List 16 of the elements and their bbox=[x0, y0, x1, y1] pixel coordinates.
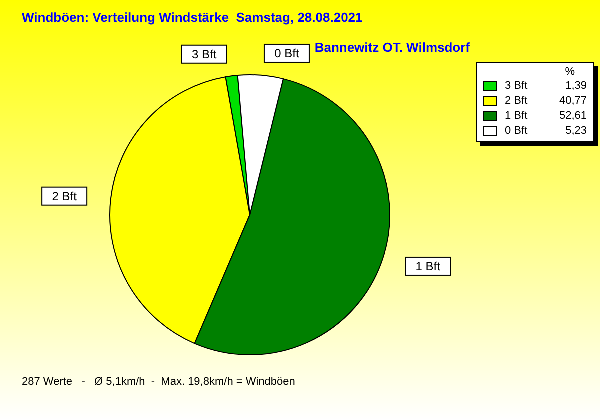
slice-label: 2 Bft bbox=[52, 189, 78, 204]
data-label: 5,23 bbox=[564, 124, 587, 136]
legend-label: 1 Bft bbox=[505, 110, 529, 122]
data-label: 52,61 bbox=[558, 110, 587, 122]
text: 287 Werte - Ø 5,1km/h - Max. 19,8km/h = Windböen bbox=[22, 376, 296, 388]
legend-title: % bbox=[564, 66, 576, 78]
slice-label: 0 Bft bbox=[274, 46, 300, 60]
slice-label: 3 Bft bbox=[192, 47, 218, 62]
data-label: 1,39 bbox=[564, 80, 587, 92]
chart-title: Windböen: Verteilung Windstärke Samstag, 28.08.2021 bbox=[22, 10, 363, 25]
slice-label: 1 Bft bbox=[416, 259, 442, 274]
data-label: 40,77 bbox=[558, 94, 587, 106]
legend-label: 3 Bft bbox=[505, 80, 529, 92]
chart-subtitle: Bannewitz OT. Wilmsdorf bbox=[314, 40, 470, 55]
legend-label: 2 Bft bbox=[505, 94, 529, 106]
legend-label: 0 Bft bbox=[505, 124, 529, 136]
